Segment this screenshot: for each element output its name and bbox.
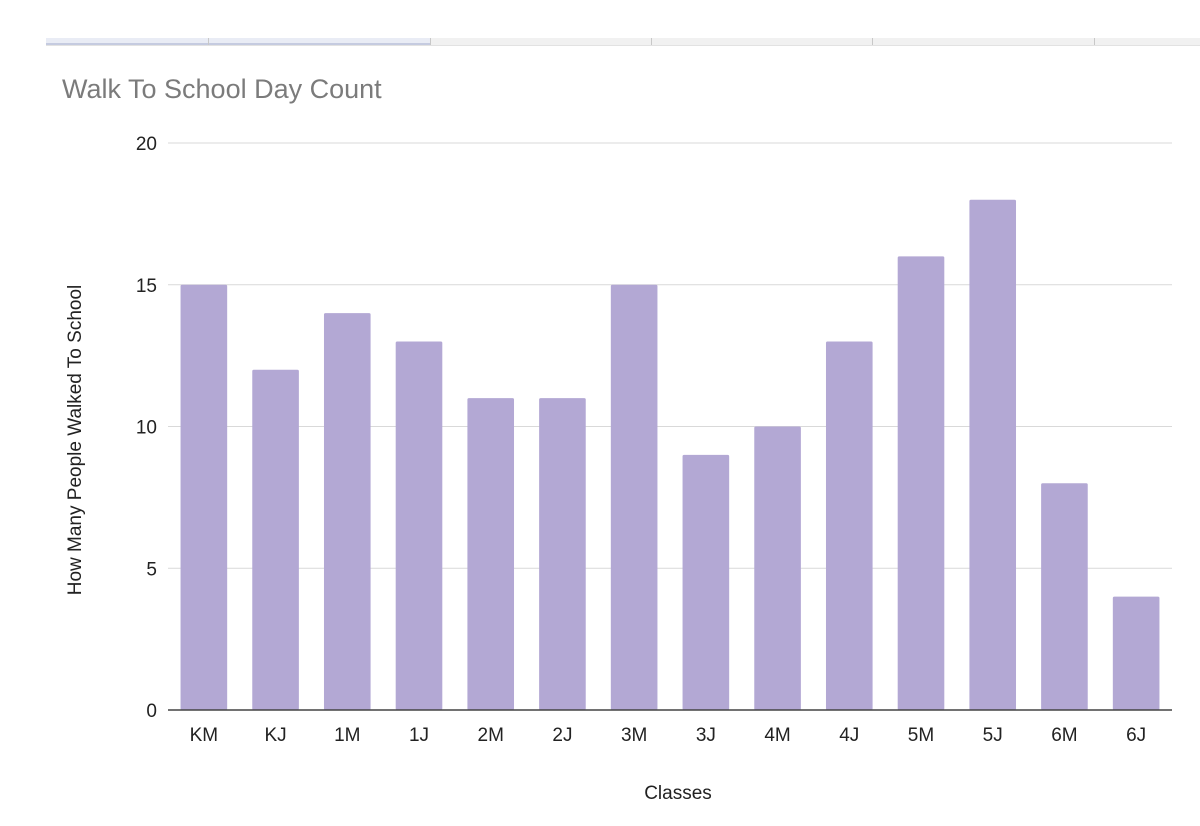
x-axis-title: Classes: [644, 783, 712, 804]
x-tick-label: 3M: [621, 725, 647, 746]
x-tick-label: 5J: [983, 725, 1003, 746]
bar-3j[interactable]: [682, 454, 730, 710]
bar-km[interactable]: [180, 284, 228, 710]
x-tick-label: 4M: [764, 725, 790, 746]
x-tick-label: 1J: [409, 725, 429, 746]
x-tick-label: KM: [190, 725, 219, 746]
y-tick-label: 5: [146, 559, 157, 580]
y-tick-label: 15: [136, 276, 157, 297]
bar-2j[interactable]: [539, 398, 586, 710]
bar-6j[interactable]: [1112, 596, 1160, 710]
bar-4m[interactable]: [754, 426, 801, 711]
bar-2m[interactable]: [467, 398, 515, 710]
gridlines: [168, 142, 1172, 569]
bar-5m[interactable]: [897, 256, 945, 710]
sheet-tab-strip: [46, 38, 1200, 46]
bar-5j[interactable]: [969, 199, 1017, 710]
x-tick-label: KJ: [264, 725, 286, 746]
tab-divider: [872, 38, 873, 45]
x-axis-ticks: KM KJ 1M 1J 2M 2J 3M 3J 4M 4J 5M 5J 6M 6J: [190, 725, 1147, 746]
sheet-tab-selected[interactable]: [46, 38, 430, 45]
x-tick-label: 2J: [552, 725, 572, 746]
x-tick-label: 6J: [1126, 725, 1146, 746]
x-tick-label: 5M: [908, 725, 934, 746]
tab-divider: [430, 38, 431, 45]
bar-3m[interactable]: [610, 284, 658, 710]
bar-kj[interactable]: [252, 369, 299, 710]
x-tick-label: 3J: [696, 725, 716, 746]
bar-1m[interactable]: [323, 313, 371, 710]
y-tick-label: 10: [136, 418, 157, 439]
y-axis-ticks: 0 5 10 15 20: [136, 134, 157, 722]
tab-divider: [208, 38, 209, 45]
bar-6m[interactable]: [1041, 483, 1088, 710]
y-tick-label: 0: [146, 701, 157, 722]
tab-divider: [651, 38, 652, 45]
x-tick-label: 2M: [478, 725, 504, 746]
y-tick-label: 20: [136, 134, 157, 155]
bar-4j[interactable]: [825, 341, 873, 710]
x-tick-label: 4J: [839, 725, 859, 746]
bar-1j[interactable]: [395, 341, 443, 710]
chart-title: Walk To School Day Count: [62, 74, 382, 104]
x-tick-label: 6M: [1051, 725, 1077, 746]
x-tick-label: 1M: [334, 725, 360, 746]
bars: [180, 199, 1160, 711]
y-axis-title: How Many People Walked To School: [65, 285, 86, 596]
tab-divider: [1094, 38, 1095, 45]
